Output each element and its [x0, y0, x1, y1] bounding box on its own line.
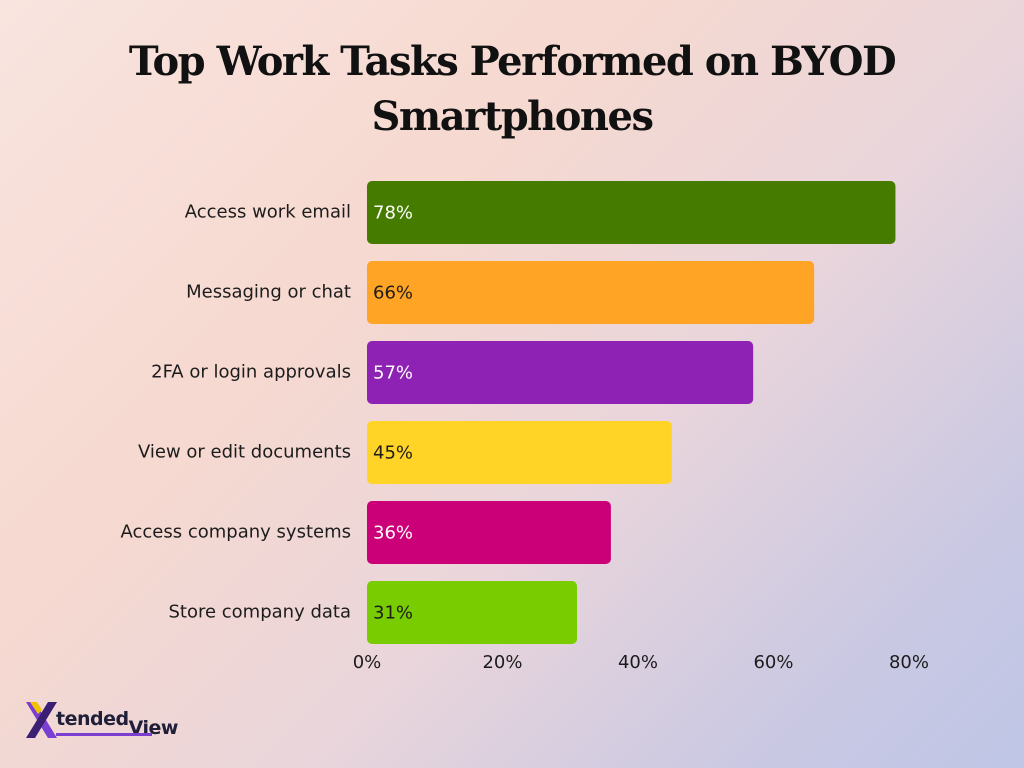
- xtended-view-logo: tendedView: [26, 700, 226, 748]
- category-label: Access company systems: [121, 522, 351, 543]
- category-label: 2FA or login approvals: [151, 362, 351, 383]
- bar: [367, 341, 754, 404]
- value-label: 45%: [373, 443, 413, 464]
- value-label: 36%: [373, 523, 413, 544]
- chart-title: Top Work Tasks Performed on BYOD Smartph…: [128, 38, 897, 140]
- logo-underline: [56, 733, 152, 736]
- category-label: Access work email: [185, 202, 351, 223]
- x-tick-label: 20%: [482, 652, 522, 673]
- category-label: View or edit documents: [138, 442, 351, 463]
- logo-wordmark: tendedView: [56, 708, 178, 739]
- value-label: 57%: [373, 363, 413, 384]
- value-label: 66%: [373, 283, 413, 304]
- x-tick-label: 0%: [353, 652, 382, 673]
- value-label: 31%: [373, 603, 413, 624]
- bar: [367, 261, 815, 324]
- category-label: Store company data: [168, 602, 351, 623]
- x-tick-label: 80%: [889, 652, 929, 673]
- logo-x-icon: [26, 702, 57, 738]
- x-tick-label: 60%: [753, 652, 793, 673]
- bar: [367, 421, 672, 484]
- x-tick-label: 40%: [618, 652, 658, 673]
- category-label: Messaging or chat: [186, 282, 351, 303]
- bar: [367, 181, 896, 244]
- value-label: 78%: [373, 203, 413, 224]
- logo-text-tended: tended: [56, 708, 129, 730]
- bar: [367, 501, 611, 564]
- bar-chart: Access work email 78% Messaging or chat 66%…: [121, 181, 929, 673]
- bar: [367, 581, 578, 644]
